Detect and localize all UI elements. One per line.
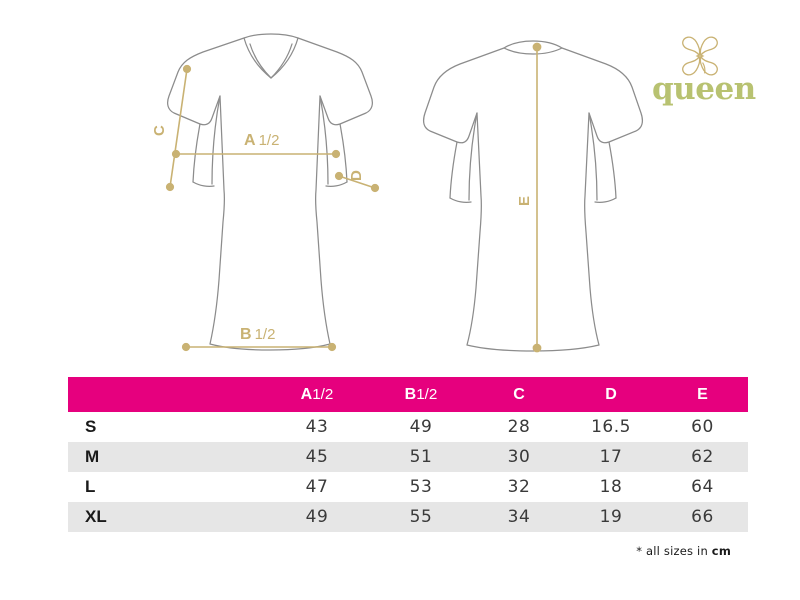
cell-a: 43 — [305, 417, 329, 437]
cell-e: 66 — [691, 507, 714, 527]
footnote-prefix: * all sizes in — [636, 544, 712, 558]
table-row: M 45 51 30 17 62 — [68, 442, 748, 472]
header-a-bold: A — [300, 385, 313, 403]
header-c: C — [473, 377, 565, 412]
label-B: B 1/2 — [240, 326, 275, 343]
header-size — [68, 377, 265, 412]
size-table: A1/2 B1/2 C D E S 43 49 — [68, 377, 748, 532]
brand-wordmark: queen — [652, 71, 756, 107]
label-E: E — [516, 196, 533, 206]
header-d-bold: D — [605, 385, 617, 403]
header-c-bold: C — [513, 385, 525, 403]
header-a: A1/2 — [265, 377, 369, 412]
cell-e: 62 — [691, 447, 714, 467]
header-a-frac: 1/2 — [312, 385, 334, 403]
back-measurement-labels: E — [516, 196, 533, 206]
footnote-unit: cm — [711, 544, 731, 558]
header-d: D — [565, 377, 657, 412]
brand-logo: queen — [652, 30, 756, 110]
cell-c: 30 — [507, 447, 531, 467]
table-body: S 43 49 28 16.5 60 M 45 51 30 17 62 L 47… — [68, 412, 748, 532]
cell-a: 49 — [305, 507, 329, 527]
header-b: B1/2 — [369, 377, 473, 412]
cell-b: 55 — [409, 507, 433, 527]
label-A: A 1/2 — [244, 132, 279, 149]
cell-c: 34 — [507, 507, 531, 527]
cell-e: 64 — [691, 477, 714, 497]
cell-size: M — [85, 447, 100, 466]
header-b-frac: 1/2 — [416, 385, 438, 403]
table-row: S 43 49 28 16.5 60 — [68, 412, 748, 442]
label-C: C — [151, 125, 168, 136]
front-tshirt-outline — [167, 33, 373, 351]
label-D: D — [348, 170, 365, 181]
cell-b: 53 — [409, 477, 433, 497]
cell-size: XL — [85, 507, 107, 526]
cell-a: 45 — [305, 447, 329, 467]
table-header: A1/2 B1/2 C D E — [68, 377, 748, 412]
table-row: L 47 53 32 18 64 — [68, 472, 748, 502]
cell-c: 28 — [507, 417, 531, 437]
cell-b: 51 — [409, 447, 433, 467]
cell-d: 18 — [599, 477, 623, 497]
header-e: E — [657, 377, 748, 412]
header-b-bold: B — [404, 385, 417, 403]
header-e-bold: E — [697, 385, 708, 403]
units-footnote: * all sizes in cm — [636, 544, 731, 558]
cell-d: 17 — [599, 447, 623, 467]
front-measurement-lines — [165, 64, 380, 352]
back-tshirt-outline — [423, 40, 643, 352]
table-header-row: A1/2 B1/2 C D E — [68, 377, 748, 412]
cell-e: 60 — [691, 417, 714, 437]
cell-a: 47 — [305, 477, 329, 497]
table-row: XL 49 55 34 19 66 — [68, 502, 748, 532]
cell-d: 19 — [599, 507, 623, 527]
cell-b: 49 — [409, 417, 433, 437]
cell-size: S — [85, 417, 97, 436]
cell-c: 32 — [507, 477, 531, 497]
cell-d: 16.5 — [591, 417, 631, 437]
cell-size: L — [85, 477, 96, 496]
back-measurement-lines — [532, 42, 542, 353]
tshirt-diagram: A 1/2 B 1/2 C D — [151, 33, 643, 353]
four-leaf-clover-icon — [674, 30, 726, 82]
front-measurement-labels: A 1/2 B 1/2 C D — [151, 125, 365, 343]
